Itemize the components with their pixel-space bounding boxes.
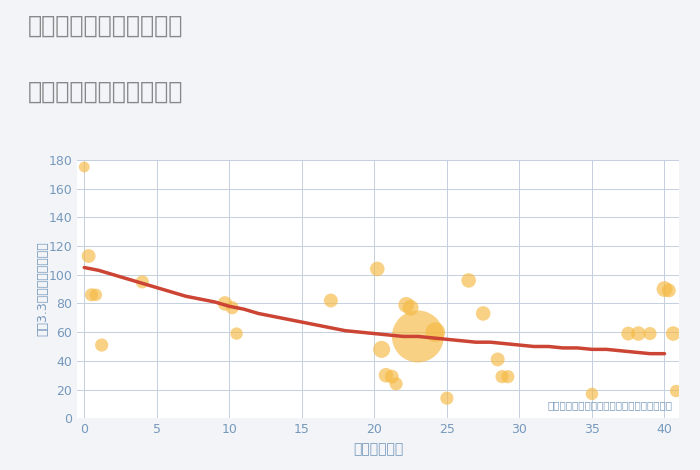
Point (96, 341, 107, 349)
X-axis label: 築年数（年）: 築年数（年） (353, 442, 403, 456)
Point (441, 394, 452, 402)
Text: 奈良県奈良市餅飯殿町の: 奈良県奈良市餅飯殿町の (28, 14, 183, 38)
Text: 築年数別中古戸建て価格: 築年数別中古戸建て価格 (28, 80, 183, 104)
Point (671, 387, 682, 395)
Point (477, 310, 489, 317)
Point (668, 330, 679, 337)
Point (400, 301, 412, 309)
Point (663, 287, 674, 294)
Point (587, 390, 598, 398)
Point (502, 373, 513, 380)
Point (86, 291, 97, 298)
Point (90, 291, 101, 298)
Text: 円の大きさは、取引のあった物件面積を示す: 円の大きさは、取引のあった物件面積を示す (548, 400, 673, 411)
Point (405, 304, 416, 312)
Point (372, 265, 383, 273)
Point (645, 330, 656, 337)
Point (633, 330, 644, 337)
Point (231, 330, 242, 337)
Point (391, 380, 402, 388)
Point (463, 277, 475, 284)
Point (492, 356, 503, 363)
Point (376, 345, 387, 353)
Point (83, 252, 94, 260)
Point (219, 300, 230, 307)
Point (659, 285, 670, 293)
Point (412, 333, 423, 340)
Point (496, 373, 507, 380)
Point (386, 373, 398, 380)
Point (136, 278, 148, 286)
Point (326, 297, 337, 304)
Point (227, 304, 238, 312)
Point (78, 163, 90, 171)
Point (622, 330, 634, 337)
Y-axis label: 坪（3.3㎡）単価（万円）: 坪（3.3㎡）単価（万円） (36, 242, 49, 337)
Point (430, 329, 441, 336)
Point (380, 371, 391, 379)
